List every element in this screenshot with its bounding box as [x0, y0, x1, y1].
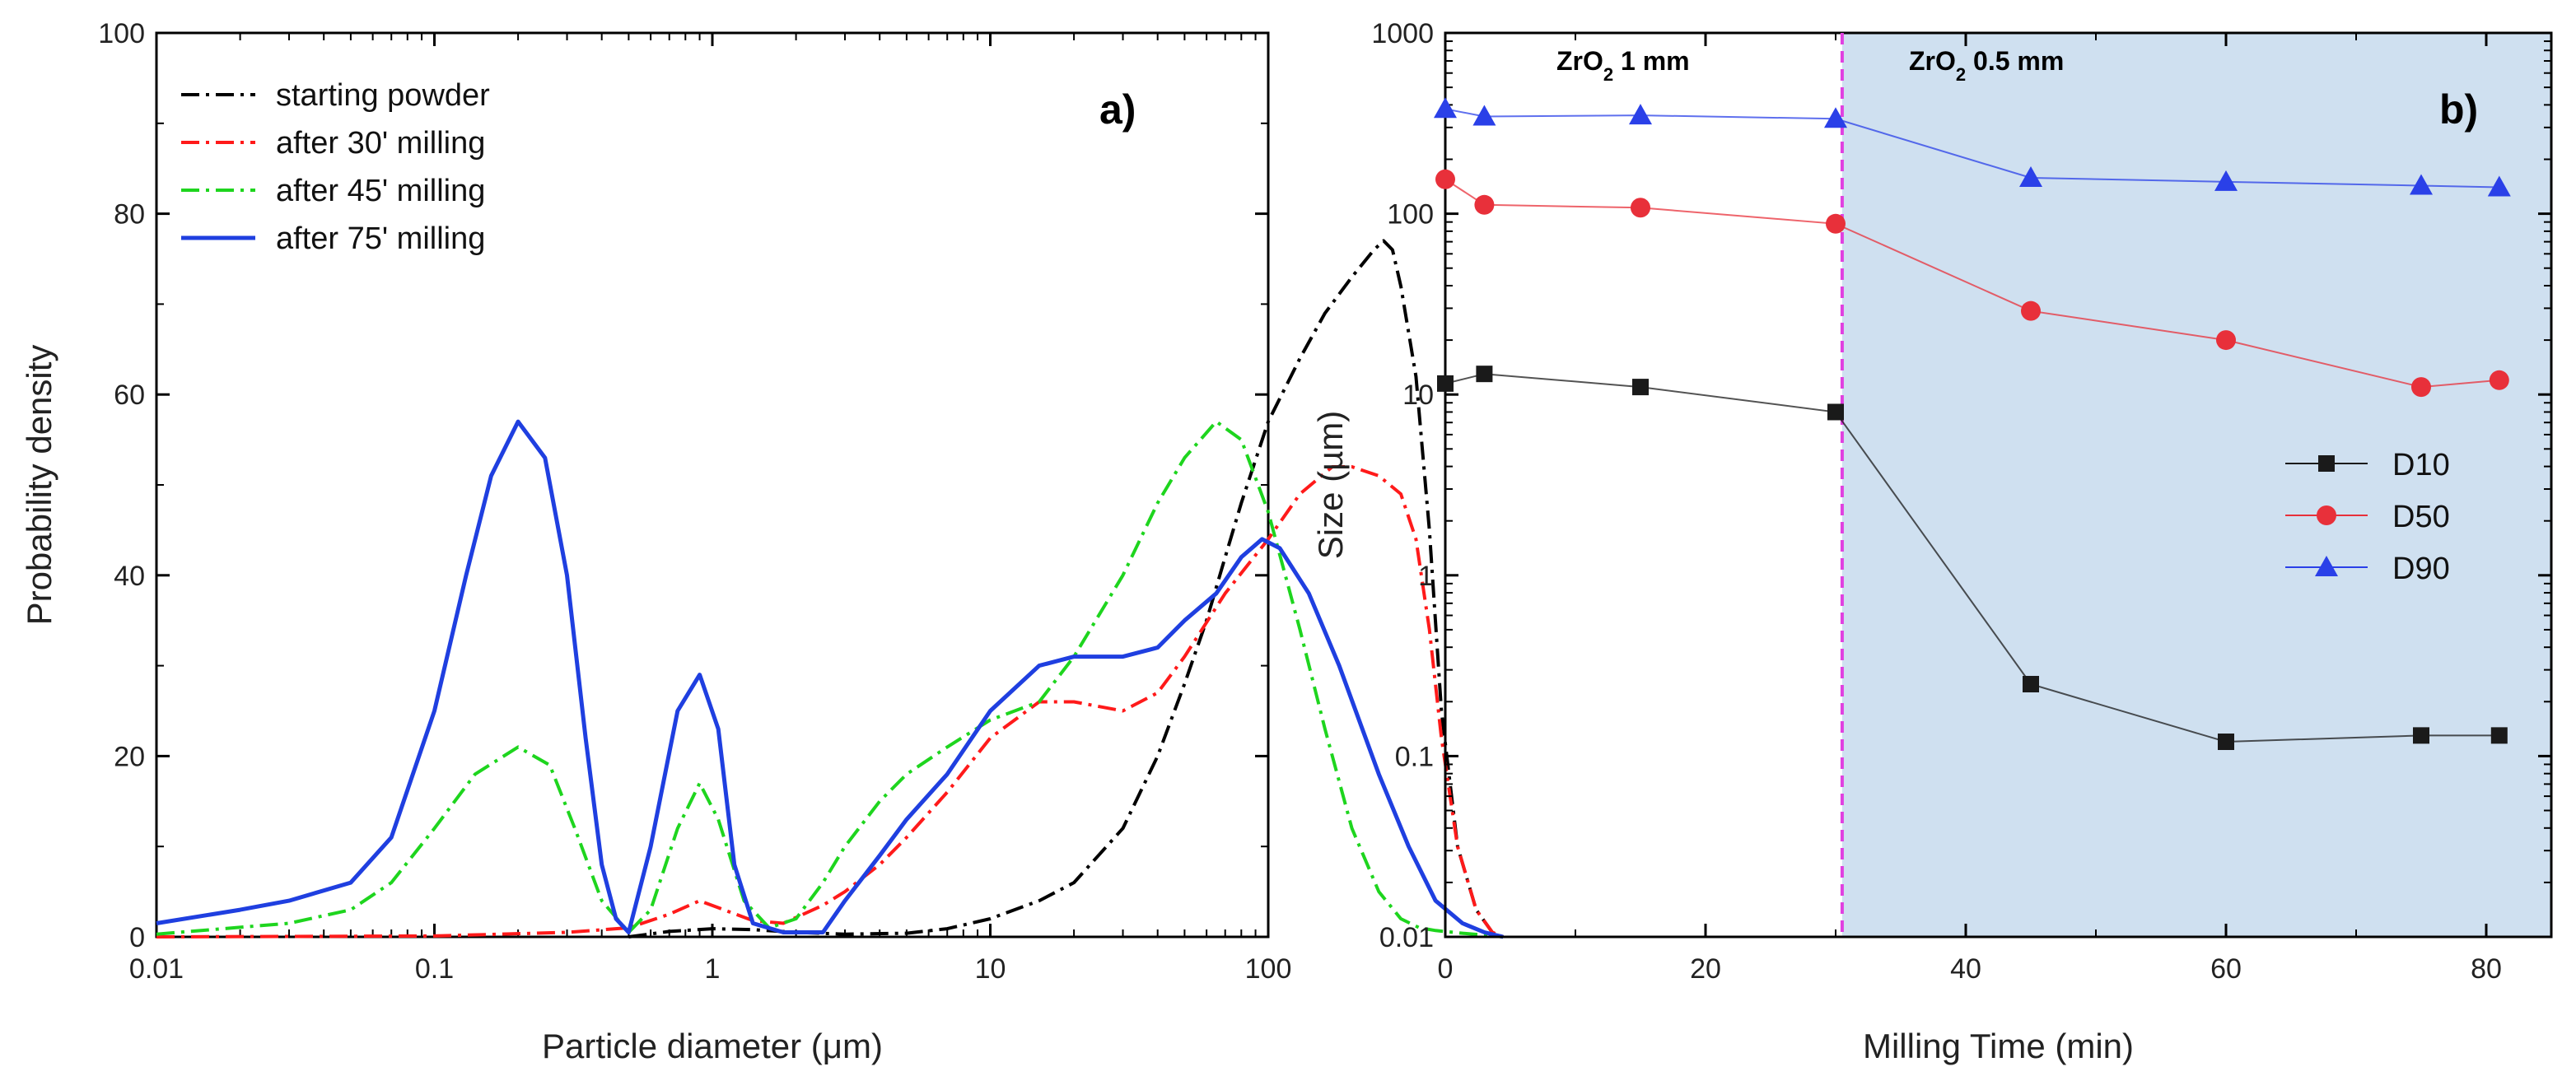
chart-b: ZrO2 1 mm ZrO2 0.5 mm 0.010.111010010000…	[1311, 18, 2553, 1065]
data-point-D50	[1826, 213, 1846, 234]
legend-label-a-0: starting powder	[276, 78, 490, 113]
data-point-D90	[1824, 107, 1847, 128]
region-label-0-5mm: ZrO2 0.5 mm	[1909, 46, 2064, 85]
data-point-D10	[2218, 734, 2234, 751]
x-tick-label-a: 0.01	[129, 953, 184, 985]
x-tick-label-b: 60	[2210, 953, 2242, 985]
series-line-a-1	[156, 465, 1504, 939]
data-point-D10	[1827, 403, 1844, 421]
data-point-D50	[2411, 377, 2431, 398]
legend-label-a-2: after 45' milling	[276, 174, 485, 208]
series-lines-b	[1434, 97, 2511, 751]
x-tick-label-a: 1	[705, 953, 721, 985]
data-point-D10	[2490, 727, 2508, 744]
data-point-D90	[2487, 175, 2511, 197]
ticks-a: 0 20 40 60 80 100 0.01 0.1 1 10 100	[98, 18, 1291, 985]
legend-label-b-0: D10	[2392, 448, 2450, 482]
x-tick-label-a: 0.1	[415, 953, 454, 985]
data-point-D50	[1474, 194, 1495, 215]
legend-label-b-1: D50	[2392, 500, 2450, 534]
series-lines-a	[156, 239, 1504, 939]
series-line-b-D90	[1444, 108, 2499, 189]
y-tick-label-a: 20	[114, 741, 145, 772]
region-shade-0-5mm	[1841, 33, 2551, 937]
data-point-D50	[1435, 169, 1455, 189]
data-point-D90	[1472, 105, 1496, 126]
data-point-D50	[2489, 370, 2509, 390]
y-axis-label-b: Size (µm)	[1311, 411, 1350, 560]
data-point-D90	[2019, 165, 2042, 187]
data-point-D50	[1631, 198, 1650, 218]
series-line-a-2	[156, 420, 1504, 939]
data-point-D10	[1476, 366, 1493, 383]
data-point-D10	[1632, 379, 1649, 396]
series-line-a-0	[628, 239, 1504, 939]
y-tick-label-a: 40	[114, 561, 145, 592]
panel-label-a: a)	[1099, 86, 1136, 133]
ticks-b: 0.01 0.1 1 10 100 1000 0 20 40 60 80	[1371, 18, 2551, 985]
legend-label-b-2: D90	[2392, 552, 2450, 586]
data-point-D50	[2216, 330, 2236, 351]
x-tick-label-a: 10	[975, 953, 1006, 985]
x-axis-label-a: Particle diameter (μm)	[542, 1027, 883, 1065]
series-line-a-3	[156, 419, 1504, 939]
data-point-D10	[1437, 375, 1454, 392]
panel-label-b: b)	[2439, 86, 2478, 133]
legend-marker-b-2	[2315, 556, 2338, 576]
x-tick-label-b: 40	[1950, 953, 1981, 985]
y-tick-label-b: 1000	[1371, 18, 1434, 49]
data-point-D90	[1629, 104, 1652, 125]
data-point-D10	[2413, 727, 2429, 744]
y-tick-label-b: 1	[1418, 561, 1434, 592]
y-tick-label-a: 80	[114, 199, 145, 231]
series-line-b-D10	[1444, 373, 2499, 743]
y-tick-label-b: 100	[1387, 199, 1434, 231]
plot-area-b	[1444, 31, 2553, 939]
x-tick-label-b: 20	[1690, 953, 1721, 985]
legend-marker-b-0	[2318, 455, 2335, 472]
series-line-b-D50	[1444, 178, 2499, 389]
data-point-D90	[2214, 170, 2238, 191]
plot-area-a	[155, 31, 1270, 939]
y-tick-label-a: 0	[129, 922, 145, 953]
legend-a: starting powder after 30' milling after 45…	[181, 78, 490, 256]
y-axis-label-a: Probability density	[20, 345, 58, 626]
y-tick-label-b: 10	[1402, 380, 1434, 411]
x-axis-label-b: Milling Time (min)	[1863, 1027, 2134, 1065]
legend-label-a-3: after 75' milling	[276, 221, 485, 256]
y-tick-label-a: 60	[114, 380, 145, 411]
y-tick-label-a: 100	[98, 18, 145, 49]
y-tick-label-b: 0.01	[1379, 922, 1434, 953]
data-point-D90	[2410, 174, 2433, 195]
legend-label-a-1: after 30' milling	[276, 126, 485, 161]
data-point-D90	[1434, 97, 1457, 119]
legend-b: D10 D50 D90	[2285, 448, 2450, 586]
region-label-1mm: ZrO2 1 mm	[1556, 46, 1690, 85]
x-tick-label-b: 80	[2471, 953, 2502, 985]
y-tick-label-b: 0.1	[1395, 741, 1434, 772]
data-point-D50	[2021, 300, 2041, 321]
data-point-D10	[2023, 676, 2039, 693]
legend-marker-b-1	[2317, 505, 2336, 525]
x-tick-label-b: 0	[1438, 953, 1454, 985]
x-tick-label-a: 100	[1245, 953, 1292, 985]
